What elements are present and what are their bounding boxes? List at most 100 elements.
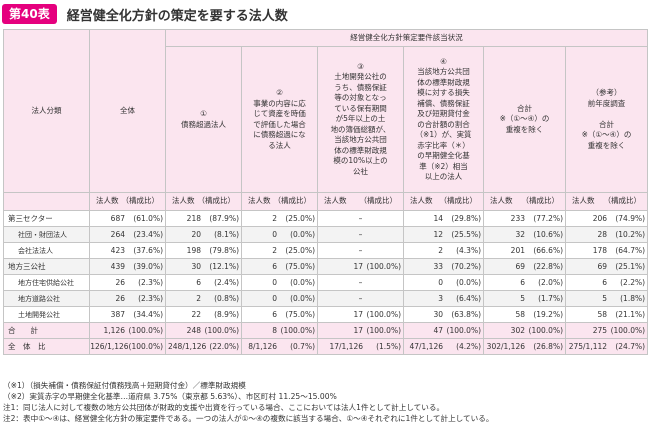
cell-ratio: (39.0%) bbox=[133, 262, 163, 271]
table-cell: 17 (100.0%) bbox=[317, 306, 404, 323]
table-cell: 687 (61.0%) bbox=[89, 210, 166, 227]
cell-count: 233 bbox=[510, 214, 525, 223]
table-cell: 2 (0.8%) bbox=[165, 290, 242, 307]
cell-count: 32 bbox=[515, 230, 525, 239]
cell-count: 1,126 bbox=[103, 326, 125, 335]
row-category: 地方三公社 bbox=[3, 258, 90, 275]
cell-ratio: (0.7%) bbox=[290, 342, 315, 351]
cell-count: 6 bbox=[272, 262, 277, 271]
subheader-cell: 法人数 （構成比） bbox=[403, 192, 484, 211]
cell-count: 2 bbox=[272, 214, 277, 223]
cell-count: 6 bbox=[196, 278, 201, 287]
subheader-ratio-label: （構成比） bbox=[521, 196, 560, 206]
table-cell: 218 (87.9%) bbox=[165, 210, 242, 227]
table-row: 土地開発公社 387 (34.4%) 22 (8.9%) 6 (75.0%) 17 (100.0… bbox=[3, 306, 649, 323]
cell-count: 206 bbox=[592, 214, 608, 223]
title-bar: 第40表 経営健全化方針の策定を要する法人数 bbox=[2, 3, 648, 25]
cell-count: 30 bbox=[433, 310, 443, 319]
cell-ratio: (2.3%) bbox=[138, 278, 163, 287]
subheader-cell: 法人数 （構成比） bbox=[89, 192, 166, 211]
table-cell: 6 (2.2%) bbox=[564, 274, 649, 291]
cell-ratio: (22.8%) bbox=[533, 262, 563, 271]
cell-ratio: (0.8%) bbox=[214, 294, 239, 303]
table-cell: 6 (75.0%) bbox=[241, 306, 318, 323]
table-cell: 22 (8.9%) bbox=[165, 306, 242, 323]
table-cell: 1,126 (100.0%) bbox=[89, 322, 166, 339]
cell-count: – bbox=[358, 278, 363, 287]
note-3: 注1：同じ法人に対して複数の地方公共団体が財政的支援や出資を行っている場合、ここ… bbox=[3, 403, 445, 412]
subheader-ratio-label: （構成比） bbox=[359, 196, 398, 206]
subheader-count-label: 法人数 bbox=[572, 196, 595, 206]
cell-ratio: (22.0%) bbox=[209, 342, 239, 351]
table-cell: 3 (6.4%) bbox=[403, 290, 484, 307]
cell-ratio: (37.6%) bbox=[133, 246, 163, 255]
cell-count: 47/1,126 bbox=[409, 342, 443, 351]
table-cell: 8/1,126 (0.7%) bbox=[241, 338, 318, 355]
table-cell: 2 (25.0%) bbox=[241, 210, 318, 227]
cell-ratio: (4.3%) bbox=[456, 246, 481, 255]
cell-count: 5 bbox=[520, 294, 525, 303]
cell-ratio: (100.0%) bbox=[446, 326, 481, 335]
cell-count: – bbox=[358, 214, 363, 223]
table-cell: 26 (2.3%) bbox=[89, 274, 166, 291]
table-row: 合 計 1,126 (100.0%) 248 (100.0%) 8 (100.0%) 17 (1… bbox=[3, 322, 649, 339]
table-cell: 0 (0.0%) bbox=[403, 274, 484, 291]
cell-ratio: (34.4%) bbox=[133, 310, 163, 319]
cell-ratio: (0.0%) bbox=[290, 278, 315, 287]
cell-count: 14 bbox=[433, 214, 443, 223]
cell-ratio: (19.2%) bbox=[533, 310, 563, 319]
cell-count: 17/1,126 bbox=[329, 342, 363, 351]
row-category: 地方道路公社 bbox=[3, 290, 90, 307]
cell-ratio: (2.0%) bbox=[538, 278, 563, 287]
subheader-cell: 法人数 （構成比） bbox=[317, 192, 404, 211]
subheader-ratio-label: （構成比） bbox=[273, 196, 312, 206]
row-category: 第三セクター bbox=[3, 210, 90, 227]
cell-count: 248 bbox=[186, 326, 201, 335]
table-cell: 8 (100.0%) bbox=[241, 322, 318, 339]
cell-ratio: (2.3%) bbox=[138, 294, 163, 303]
cell-ratio: (4.2%) bbox=[456, 342, 481, 351]
table-cell: 302 (100.0%) bbox=[483, 322, 566, 339]
subheader-count-label: 法人数 bbox=[490, 196, 513, 206]
row-category: 社団・財団法人 bbox=[3, 226, 90, 243]
table-cell: – bbox=[317, 226, 404, 243]
cell-count: 26 bbox=[115, 294, 125, 303]
row-category: 合 計 bbox=[3, 322, 90, 339]
cell-ratio: (75.0%) bbox=[285, 310, 315, 319]
cell-ratio: (79.8%) bbox=[209, 246, 239, 255]
cell-count: 423 bbox=[110, 246, 125, 255]
cell-count: 58 bbox=[515, 310, 525, 319]
header-group: 経営健全化方針策定要件該当状況 bbox=[164, 29, 649, 47]
cell-ratio: (6.4%) bbox=[456, 294, 481, 303]
table-cell: – bbox=[317, 210, 404, 227]
table-cell: 69 (25.1%) bbox=[564, 258, 649, 275]
cell-count: 12 bbox=[433, 230, 443, 239]
cell-ratio: (66.6%) bbox=[533, 246, 563, 255]
cell-ratio: (100.0%) bbox=[610, 326, 646, 335]
cell-count: 198 bbox=[186, 246, 201, 255]
subheader-ratio-label: （構成比） bbox=[121, 196, 160, 206]
cell-ratio: (100.0%) bbox=[128, 342, 163, 351]
cell-count: 0 bbox=[272, 294, 277, 303]
cell-ratio: (25.1%) bbox=[615, 262, 646, 271]
cell-ratio: (21.1%) bbox=[615, 310, 646, 319]
subheader-blank bbox=[3, 192, 90, 211]
cell-ratio: (63.8%) bbox=[451, 310, 481, 319]
header-col-1: ① 債務超過法人 bbox=[165, 46, 242, 193]
table-cell: 248/1,126 (22.0%) bbox=[165, 338, 242, 355]
subheader-cell: 法人数 （構成比） bbox=[165, 192, 242, 211]
subheader-ratio-label: （構成比） bbox=[603, 196, 642, 206]
cell-ratio: (1.7%) bbox=[538, 294, 563, 303]
subheader-count-label: 法人数 bbox=[96, 196, 119, 206]
cell-count: – bbox=[358, 246, 363, 255]
table-cell: 17/1,126 (1.5%) bbox=[317, 338, 404, 355]
header-col-4: ④ 当該地方公共団 体の標準財政規 模に対する損失 補償、債務保証 及び短期貸付… bbox=[403, 46, 484, 193]
cell-ratio: (12.1%) bbox=[209, 262, 239, 271]
table-cell: 47/1,126 (4.2%) bbox=[403, 338, 484, 355]
row-category: 全 体 比 bbox=[3, 338, 90, 355]
cell-ratio: (0.0%) bbox=[290, 230, 315, 239]
table-cell: 58 (19.2%) bbox=[483, 306, 566, 323]
subheader-ratio-label: （構成比） bbox=[439, 196, 478, 206]
cell-count: 17 bbox=[353, 326, 363, 335]
cell-count: 248/1,126 bbox=[168, 342, 207, 351]
